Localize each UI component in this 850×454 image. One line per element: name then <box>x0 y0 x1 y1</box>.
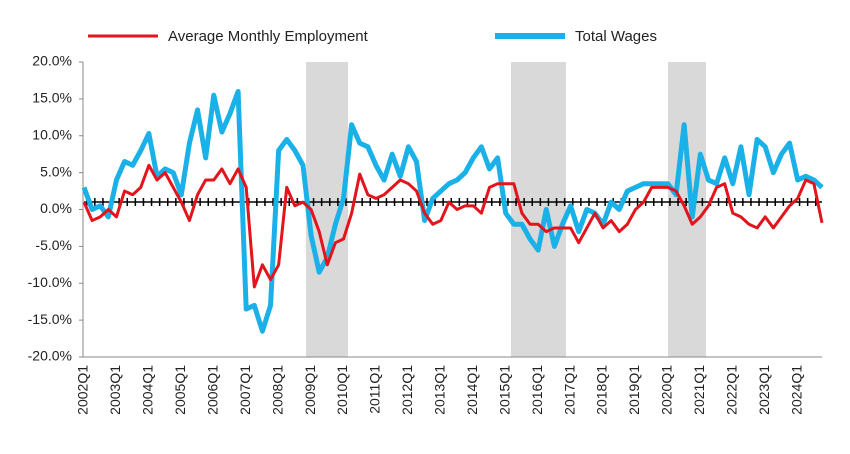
y-tick-label: -20.0% <box>28 348 72 364</box>
legend-label: Total Wages <box>575 28 657 45</box>
x-tick-label: 2015Q1 <box>496 365 512 415</box>
x-tick-label: 2019Q1 <box>626 365 642 415</box>
x-tick-label: 2018Q1 <box>594 365 610 415</box>
x-tick-label: 2009Q1 <box>302 365 318 415</box>
x-tick-label: 2007Q1 <box>237 365 253 415</box>
y-tick-label: -15.0% <box>28 311 72 327</box>
x-tick-label: 2003Q1 <box>107 365 123 415</box>
x-tick-label: 2024Q1 <box>788 365 804 415</box>
x-tick-label: 2008Q1 <box>269 365 285 415</box>
x-tick-label: 2004Q1 <box>140 365 156 415</box>
y-tick-label: 0.0% <box>40 200 72 216</box>
y-tick-label: -5.0% <box>35 237 72 253</box>
x-tick-label: 2012Q1 <box>399 365 415 415</box>
x-tick-label: 2023Q1 <box>756 365 772 415</box>
x-tick-label: 2017Q1 <box>561 365 577 415</box>
x-tick-label: 2020Q1 <box>659 365 675 415</box>
x-tick-label: 2005Q1 <box>172 365 188 415</box>
y-tick-label: -10.0% <box>28 274 72 290</box>
x-tick-label: 2013Q1 <box>432 365 448 415</box>
series-line <box>82 163 824 289</box>
series-line <box>81 89 824 334</box>
x-tick-label: 2021Q1 <box>691 365 707 415</box>
y-tick-label: 15.0% <box>32 90 72 106</box>
x-tick-label: 2006Q1 <box>204 365 220 415</box>
y-tick-label: 5.0% <box>40 163 72 179</box>
x-tick-label: 2002Q1 <box>75 365 91 415</box>
shaded-band <box>511 62 566 357</box>
y-tick-label: 20.0% <box>32 53 72 69</box>
x-tick-label: 2016Q1 <box>529 365 545 415</box>
legend-label: Average Monthly Employment <box>168 28 369 45</box>
y-tick-label: 10.0% <box>32 126 72 142</box>
x-tick-label: 2014Q1 <box>464 365 480 415</box>
legend: Average Monthly Employment Total Wages <box>88 28 657 45</box>
x-tick-label: 2010Q1 <box>334 365 350 415</box>
x-tick-label: 2011Q1 <box>367 365 383 414</box>
x-tick-label: 2022Q1 <box>723 365 739 415</box>
